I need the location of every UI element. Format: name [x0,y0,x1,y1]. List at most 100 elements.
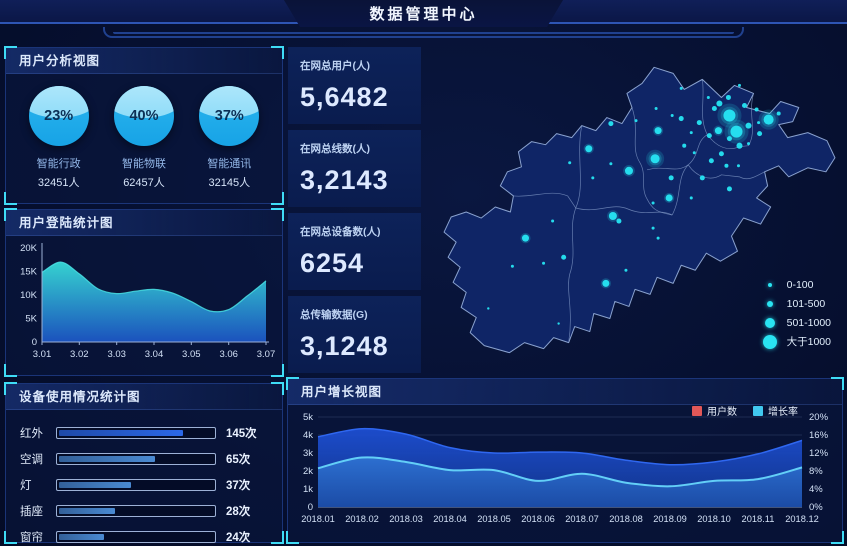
page-title: 数据管理中心 [369,6,478,23]
gauge-count: 62457人 [123,177,165,189]
map-bubble [689,131,693,135]
legend-label: 大于1000 [786,336,831,348]
bar-fill [59,534,104,540]
bar-category-label: 窗帘 [20,532,43,544]
map-bubble [763,114,774,125]
panel-device-usage: 设备使用情况统计图 红外 145次 空调 65次灯 37次 插座 28次 窗帘 24次 [4,382,284,546]
map-bubble [736,164,740,168]
corner-bracket [271,531,284,544]
map-bubble [656,236,660,240]
bar-category-label: 红外 [20,428,43,440]
axis-tick-label: 2018.01 [301,514,335,524]
axis-tick-label: 3.03 [107,349,126,360]
map-bubble [654,107,658,111]
corner-bracket [4,531,17,544]
device-bar-row: 灯 37次 [20,475,268,495]
corner-bracket [4,46,17,59]
map-bubble [668,175,674,181]
login-series-area [42,262,266,342]
map-bubble [718,151,724,157]
corner-bracket [271,382,284,395]
legend-label: 用户数 [707,407,737,418]
legend-item-用户数[interactable]: 用户数 [692,403,737,418]
map-bubble [692,151,696,155]
axis-tick-label: 2018.04 [433,514,467,524]
axis-tick-label: 3.04 [145,349,164,360]
stat-card: 在网总设备数(人) 6254 [288,213,421,290]
legend-color-chip [753,405,763,416]
map-legend-item: 大于1000 [761,332,831,351]
axis-tick-label: 10K [20,290,38,301]
province-region [443,66,836,354]
corner-bracket [271,192,284,205]
map-bubble [679,86,683,90]
header-bar-left [0,0,300,24]
map-bubble [706,133,712,139]
corner-bracket [4,382,17,395]
map-legend-item: 501-1000 [761,313,831,332]
axis-tick-label: 2018.06 [521,514,555,524]
bar-category-label: 空调 [20,454,43,466]
map-bubble [487,307,490,310]
bar-category-label: 灯 [20,480,32,492]
legend-dot-icon [762,334,777,349]
bubble-map [443,66,836,354]
corner-bracket [286,531,299,544]
axis-tick-label: 2018.02 [345,514,379,524]
legend-dot-box [761,300,779,307]
corner-bracket [271,208,284,221]
map-bubble [682,143,687,148]
legend-dot-box [761,334,779,349]
map-bubble [736,142,743,149]
map-bubble [776,111,781,116]
axis-tick-label: 1k [303,484,313,495]
axis-tick-label: 2018.12 [785,514,819,524]
map-bubble [510,264,514,268]
login-area-chart: 0 5K 10K 15K 20K 3.01 3.02 3.03 3.04 3.05 3.06 3.07 [20,243,275,360]
map-legend: 0-100 101-500 501-1000 大于1000 [761,275,831,351]
corner-bracket [4,192,17,205]
bar-category-label: 插座 [20,506,43,518]
axis-tick-label: 3.02 [70,349,89,360]
header-bar-right [547,0,847,24]
axis-tick-label: 2018.11 [742,514,775,524]
corner-bracket [831,531,844,544]
axis-tick-label: 2k [303,466,313,477]
header-underline-decoration [103,27,744,38]
bar-track [56,427,216,439]
panel-title-user-analysis: 用户分析视图 [6,48,282,74]
map-bubble [521,234,529,242]
stat-label: 在网总设备数(人) [300,226,381,238]
map-bubble [757,121,761,125]
gauge-percent: 23% [44,108,74,124]
bar-track [56,505,216,517]
panel-user-analysis: 用户分析视图 23% 智能行政 32451人 40% 智能物联 62457人 37% 智能通讯… [4,46,284,205]
axis-tick-label: 3.06 [219,349,238,360]
map-bubble [608,212,617,221]
map-bubble [696,120,702,126]
map-bubble [650,154,660,164]
corner-bracket [286,377,299,390]
map-bubble [551,219,555,223]
device-bar-chart: 红外 145次 空调 65次灯 37次 插座 28次 窗帘 24次 [6,410,282,546]
map-bubble [757,131,763,137]
map-bubble [730,125,743,138]
stat-card: 在网总用户(人) 5,6482 [288,47,421,124]
stat-value: 3,1248 [300,331,389,361]
legend-label: 101-500 [786,297,826,310]
corner-bracket [831,377,844,390]
map-bubble [708,158,714,164]
growth-series-area [318,457,802,507]
map-legend-item: 101-500 [761,294,831,313]
axis-tick-label: 0 [32,337,37,348]
header-title-plate: 数据管理中心 [284,0,563,27]
bar-fill [59,456,155,462]
bar-value-label: 65次 [226,454,251,466]
legend-label: 增长率 [768,407,798,418]
legend-item-增长率[interactable]: 增长率 [753,403,798,418]
legend-dot-icon [767,282,772,287]
axis-tick-label: 4k [303,430,313,441]
growth-chart-legend: 用户数 增长率 [692,403,798,418]
bar-value-label: 145次 [226,428,257,440]
legend-label: 501-1000 [786,316,831,329]
